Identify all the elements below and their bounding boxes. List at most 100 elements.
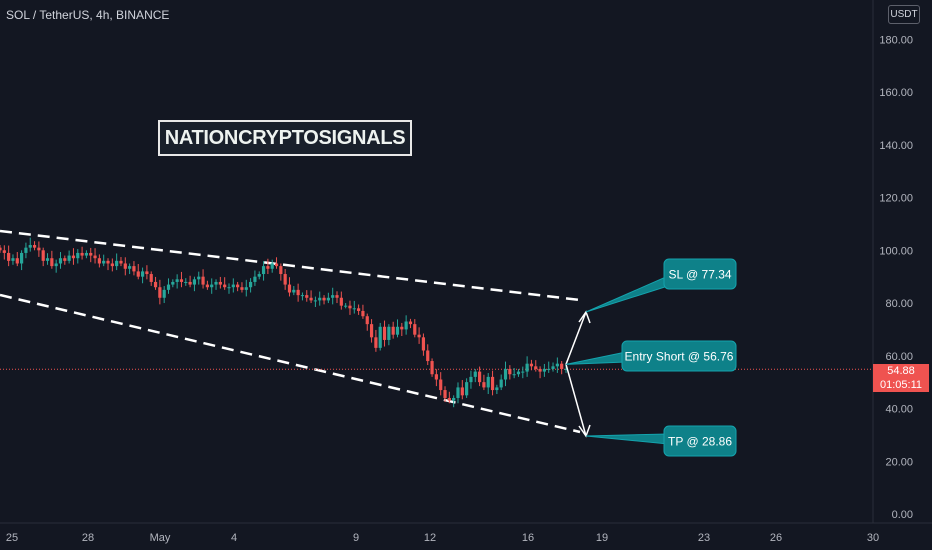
candle	[223, 284, 227, 288]
candle	[197, 276, 201, 280]
candle	[84, 252, 89, 256]
candle	[421, 337, 426, 351]
candle	[240, 287, 244, 290]
candle	[296, 289, 300, 296]
candle	[76, 252, 80, 259]
x-tick-label: 30	[867, 532, 879, 544]
x-tick-label: 4	[231, 532, 237, 544]
candle	[305, 295, 309, 298]
candle	[486, 376, 490, 388]
entry-callout-box	[621, 340, 737, 372]
candle	[322, 297, 326, 301]
candle	[473, 371, 477, 377]
y-tick-label: 60.00	[885, 351, 913, 363]
candle	[253, 276, 257, 282]
candle	[32, 245, 37, 248]
candle	[564, 368, 568, 370]
candle	[28, 245, 32, 248]
candle	[58, 258, 63, 264]
candle	[231, 284, 235, 288]
candle	[102, 260, 106, 264]
arrow-to-sl	[565, 311, 587, 365]
candle	[136, 271, 140, 277]
candle	[63, 258, 67, 261]
symbol-title[interactable]: SOL / TetherUS, 4h, BINANCE	[6, 8, 170, 22]
x-tick-label: 19	[596, 532, 608, 544]
candle	[490, 376, 495, 391]
candle	[89, 252, 93, 256]
candle	[352, 308, 356, 310]
y-tick-label: 160.00	[879, 87, 913, 99]
candle	[365, 316, 369, 325]
x-tick-label: May	[150, 532, 171, 544]
x-tick-label: 23	[698, 532, 710, 544]
candle	[0, 247, 2, 251]
countdown-tag: 01:05:11	[873, 378, 929, 392]
y-tick-label: 0.00	[892, 509, 913, 521]
candle	[188, 281, 192, 285]
candle	[71, 255, 76, 259]
candle	[499, 379, 503, 388]
candle	[218, 281, 222, 285]
candle	[210, 284, 214, 288]
candle	[300, 295, 305, 297]
x-tick-label: 9	[353, 532, 359, 544]
tp-callout-tail	[585, 433, 669, 445]
candle	[382, 326, 387, 340]
candle	[413, 324, 417, 335]
candle	[257, 274, 261, 277]
candle	[512, 374, 516, 376]
candle	[54, 263, 58, 267]
candle	[50, 258, 54, 267]
candle	[525, 363, 529, 372]
candle	[482, 382, 486, 388]
candle	[166, 284, 171, 290]
candle	[477, 371, 482, 383]
x-tick-label: 28	[82, 532, 94, 544]
candle	[369, 324, 374, 338]
y-tick-label: 80.00	[885, 298, 913, 310]
candle	[11, 258, 15, 261]
sl-callout-tail	[585, 275, 669, 313]
y-tick-label: 20.00	[885, 456, 913, 468]
candle	[205, 284, 209, 288]
candle	[80, 252, 84, 256]
candle	[158, 287, 162, 298]
sl-callout-box	[663, 258, 737, 290]
entry-callout-tail	[565, 351, 627, 365]
tp-callout-box	[663, 425, 737, 457]
candle	[555, 363, 559, 367]
currency-badge[interactable]: USDT	[888, 5, 920, 24]
candle	[7, 252, 11, 261]
candle	[521, 371, 525, 373]
candle	[534, 366, 538, 369]
candle	[309, 297, 313, 301]
candle	[374, 337, 378, 348]
y-tick-label: 120.00	[879, 193, 913, 205]
x-tick-label: 12	[424, 532, 436, 544]
candle	[145, 271, 149, 275]
candle	[443, 390, 447, 398]
candle	[465, 382, 469, 396]
y-tick-label: 100.00	[879, 245, 913, 257]
x-tick-label: 25	[6, 532, 18, 544]
candle	[2, 250, 6, 253]
candle	[45, 258, 50, 261]
candle	[37, 247, 41, 251]
candle	[20, 252, 24, 264]
y-tick-label: 140.00	[879, 140, 913, 152]
candle	[348, 305, 352, 309]
candle	[547, 368, 551, 370]
candle	[313, 300, 318, 302]
channel-lower-line	[0, 293, 581, 434]
watermark-label: NATIONCRYPTOSIGNALS	[158, 120, 412, 156]
candle	[335, 295, 339, 298]
candle	[15, 258, 19, 264]
candle	[503, 368, 508, 380]
candle	[106, 260, 110, 264]
candle	[283, 274, 287, 285]
arrow-to-tp	[565, 364, 587, 437]
candle	[529, 363, 534, 367]
candle	[248, 281, 253, 288]
